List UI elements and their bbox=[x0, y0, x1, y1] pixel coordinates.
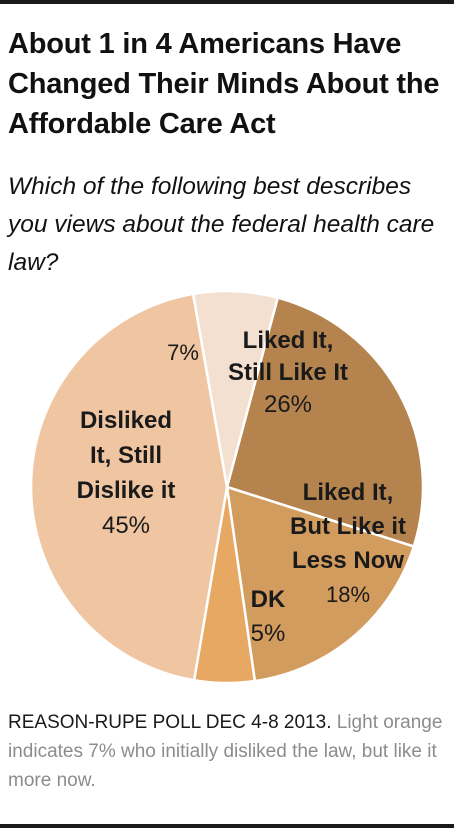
chart-title: About 1 in 4 Americans Have Changed Thei… bbox=[8, 28, 440, 140]
slice-value-changed-to-like: 7% bbox=[167, 340, 199, 365]
slice-value-disliked-still-dislike: 45% bbox=[102, 512, 150, 539]
slice-label-disliked-still-dislike: Disliked It, Still Dislike it 45% bbox=[77, 407, 176, 539]
slice-value-dk: 5% bbox=[251, 620, 286, 647]
pie-chart: Liked It, Still Like It 26% Liked It, But Li… bbox=[29, 289, 425, 685]
slice-label-changed-to-like: 7% bbox=[167, 340, 199, 365]
pie-slice-disliked-still-dislike bbox=[29, 292, 229, 682]
chart-subtitle: Which of the following best describes yo… bbox=[8, 173, 435, 276]
slice-label-dk: DK 5% bbox=[251, 586, 286, 647]
top-rule bbox=[0, 0, 454, 4]
pie-slice-changed-to-like bbox=[191, 289, 279, 489]
slice-value-liked-still-like: 26% bbox=[264, 391, 312, 418]
bottom-rule bbox=[0, 824, 454, 828]
pie-slice-liked-like-less bbox=[225, 485, 415, 683]
note-text: Light orange indicates 7% who initially … bbox=[8, 712, 443, 791]
slice-label-liked-still-like: Liked It, Still Like It 26% bbox=[228, 327, 348, 418]
pie-slice-liked-still-like bbox=[225, 296, 425, 548]
slice-label-liked-like-less: Liked It, But Like it Less Now 18% bbox=[290, 479, 406, 607]
source-text: REASON-RUPE POLL DEC 4-8 2013. bbox=[8, 712, 332, 733]
source-note: REASON-RUPE POLL DEC 4-8 2013. Light ora… bbox=[8, 708, 448, 795]
slice-value-liked-like-less: 18% bbox=[326, 582, 370, 607]
